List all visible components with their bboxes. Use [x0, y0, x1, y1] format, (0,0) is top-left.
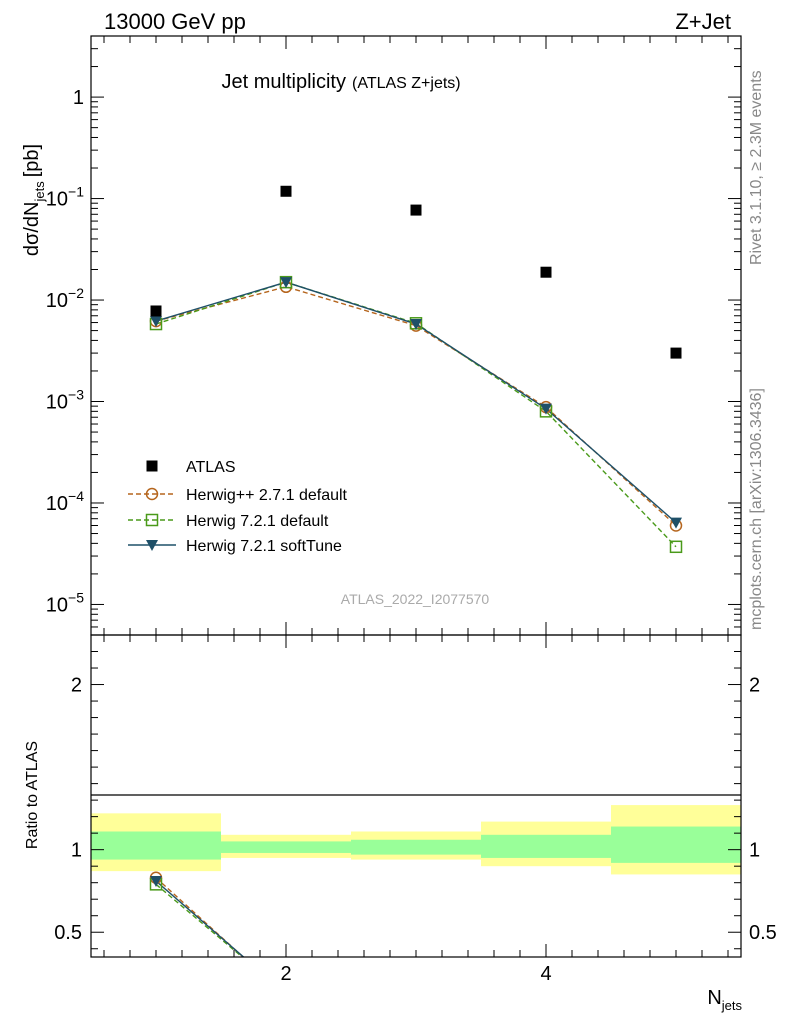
main-y-axis-label: dσ/dNjets[pb]	[21, 144, 47, 256]
ratio-y-tick-label-right: 0.5	[749, 922, 777, 944]
header-energy-label: 13000 GeV pp	[104, 9, 246, 34]
ratio-inner-band	[611, 826, 741, 863]
x-tick-label: 4	[540, 963, 551, 985]
data-point-0	[670, 347, 682, 359]
data-point-3	[540, 403, 552, 415]
main-y-tick-label: 10−5	[46, 589, 84, 616]
data-point-3	[410, 319, 422, 331]
ratio-line-2	[155, 880, 245, 957]
main-plot-title: Jet multiplicity	[222, 71, 346, 93]
mcplots-source-label: mcplots.cern.ch [arXiv:1306.3436]	[748, 388, 765, 630]
ratio-series-layer	[149, 871, 245, 957]
ratio-plot-frame	[90, 634, 742, 958]
legend-label: Herwig 7.2.1 default	[186, 513, 329, 530]
header-process-label: Z+Jet	[675, 9, 731, 34]
x-tick-label: 2	[280, 963, 291, 985]
rivet-version-label: Rivet 3.1.10, ≥ 2.3M events	[748, 70, 765, 265]
main-y-tick-label: 10−3	[46, 387, 84, 414]
main-y-tick-label: 10−4	[46, 488, 84, 515]
main-plot: Jet multiplicity (ATLAS Z+jets) ATLAS_20…	[21, 35, 742, 636]
data-point-3	[280, 277, 292, 289]
main-y-tick-labels: 1 10−1 10−2 10−3 10−4 10−5	[46, 87, 84, 616]
x-axis-label: Njets	[707, 987, 742, 1013]
data-point-0	[280, 185, 292, 197]
main-y-tick-label: 1	[73, 87, 84, 109]
main-y-tick-label: 10−2	[46, 285, 84, 312]
data-point-3	[150, 316, 162, 328]
ratio-line-1	[155, 883, 244, 957]
ratio-inner-band	[91, 831, 221, 860]
legend-marker	[145, 513, 159, 527]
ratio-y-tick-labels: 0.5 0.5 1 1 2 2	[54, 675, 777, 945]
main-series-layer	[149, 185, 683, 554]
main-y-tick-label: 10−1	[46, 184, 84, 211]
ratio-uncertainty-bands	[91, 805, 741, 875]
legend-marker	[146, 540, 158, 551]
ratio-y-tick-label-right: 2	[749, 675, 760, 697]
data-point-3	[670, 517, 682, 529]
legend-marker	[145, 487, 159, 501]
ratio-y-tick-label-left: 2	[71, 675, 82, 697]
data-point-0	[410, 204, 422, 216]
legend-marker	[146, 460, 158, 472]
data-point-2	[669, 540, 683, 554]
main-axis-ticks	[91, 35, 741, 635]
main-plot-subtitle: (ATLAS Z+jets)	[352, 75, 461, 92]
ratio-y-tick-label-left: 0.5	[54, 922, 82, 944]
ratio-inner-band	[481, 834, 611, 858]
analysis-id-label: ATLAS_2022_I2077570	[341, 591, 490, 607]
data-point-0	[150, 305, 162, 317]
ratio-y-tick-label-left: 1	[71, 840, 82, 862]
ratio-inner-band	[221, 841, 351, 853]
ratio-inner-band	[351, 839, 481, 855]
legend-label: Herwig++ 2.7.1 default	[186, 487, 348, 504]
ratio-axis-ticks	[91, 635, 741, 957]
data-point-0	[540, 266, 552, 278]
legend-label: ATLAS	[186, 459, 236, 476]
ratio-point-2	[150, 876, 162, 888]
legend-label: Herwig 7.2.1 softTune	[186, 538, 342, 555]
ratio-y-axis-label: Ratio to ATLAS	[24, 741, 41, 849]
legend: ATLAS Herwig++ 2.7.1 default Herwig 7.2.1 …	[128, 459, 348, 555]
ratio-y-tick-label-right: 1	[749, 840, 760, 862]
